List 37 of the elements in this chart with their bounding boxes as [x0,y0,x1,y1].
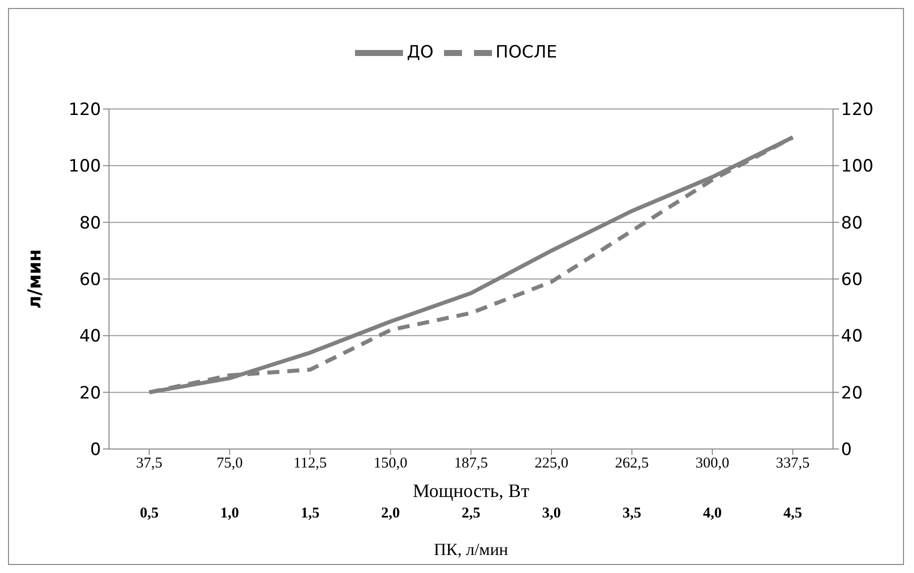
x-tick-label: 300,0 [695,456,730,472]
y-tick-label: 40 [79,326,101,347]
x2-tick-label: 2,0 [381,506,400,522]
x2-tick-label: 2,5 [462,506,480,522]
y2-tick-label: 20 [841,383,863,404]
x-tick-label: 337,5 [776,456,810,472]
x2-tick-label: 1,0 [220,506,240,522]
legend-label: ПОСЛЕ [496,42,558,63]
y2-tick-label: 40 [841,326,863,347]
y-tick-label: 20 [79,383,101,404]
x-tick-label: 187,5 [454,456,488,472]
x-tick-label: 150,0 [374,456,408,472]
x2-tick-label: 0,5 [140,506,159,522]
x2-tick-label: 4,5 [783,506,802,522]
x-tick-label: 262,5 [615,456,649,472]
y-tick-label: 60 [79,270,101,290]
y-tick-label: 120 [68,100,101,120]
y-axis-title: л/мин [24,249,46,309]
y2-tick-label: 100 [841,156,874,177]
y2-tick-label: 120 [841,100,874,120]
x2-tick-label: 4,0 [702,506,722,522]
x2-tick-label: 3,5 [622,506,642,522]
y2-tick-label: 80 [841,213,863,234]
x-tick-label: 37,5 [136,456,162,472]
y2-tick-label: 60 [841,270,863,290]
legend-label: ДО [406,42,434,63]
x2-tick-label: 3,0 [542,506,561,522]
x-tick-label: 75,0 [216,456,243,472]
y-tick-label: 80 [79,213,101,234]
x2-axis-title: ПК, л/мин [434,540,508,559]
y-tick-label: 100 [68,156,101,177]
x2-tick-label: 1,5 [300,506,320,522]
x-tick-label: 112,5 [294,456,327,472]
x-axis-title: Мощность, Вт [412,481,530,502]
y-tick-label: 0 [90,440,101,460]
y2-tick-label: 0 [841,440,852,460]
x-tick-label: 225,0 [534,456,568,472]
